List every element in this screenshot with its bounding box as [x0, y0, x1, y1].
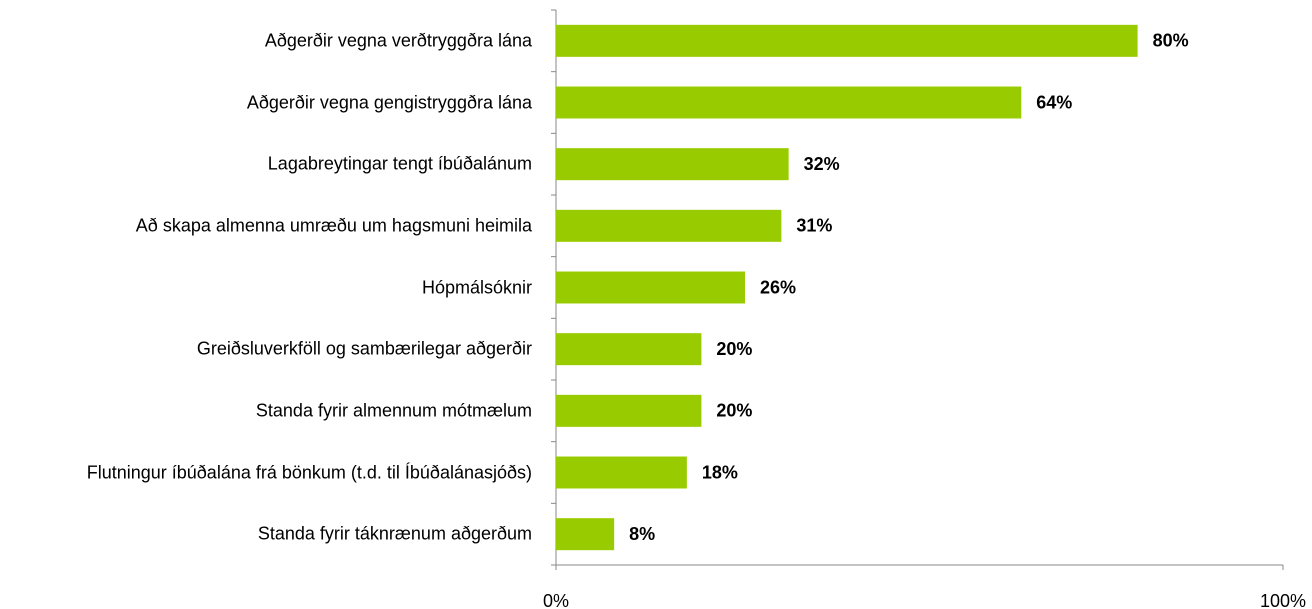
- bar: [556, 148, 789, 181]
- bar: [556, 333, 702, 366]
- x-tick-label: 100%: [1260, 591, 1306, 609]
- category-label: Lagabreytingar tengt íbúðalánum: [267, 153, 532, 174]
- value-label: 31%: [796, 216, 832, 236]
- category-label: Standa fyrir almennum mótmælum: [255, 400, 532, 421]
- category-label: Að skapa almenna umræðu um hagsmuni heim…: [135, 215, 532, 236]
- value-label: 80%: [1153, 31, 1189, 51]
- value-label: 26%: [760, 277, 796, 297]
- bar: [556, 209, 782, 242]
- category-label: Aðgerðir vegna gengistryggðra lána: [246, 92, 532, 112]
- value-label: 20%: [716, 401, 752, 421]
- bar: [556, 456, 687, 489]
- category-label: Hópmálsóknir: [421, 277, 532, 297]
- category-label: Standa fyrir táknrænum aðgerðum: [257, 523, 532, 544]
- x-tick-label: 0%: [543, 591, 569, 609]
- category-label: Aðgerðir vegna verðtryggðra lána: [264, 30, 532, 51]
- value-label: 64%: [1036, 92, 1072, 112]
- bar: [556, 86, 1022, 119]
- bar: [556, 271, 746, 304]
- bar: [556, 518, 615, 551]
- category-label: Greiðsluverkföll og sambærilegar aðgerði…: [196, 338, 532, 359]
- value-label: 8%: [629, 524, 655, 544]
- category-label: Flutningur íbúðalána frá bönkum (t.d. ti…: [86, 462, 532, 482]
- value-label: 18%: [702, 462, 738, 482]
- value-label: 20%: [716, 339, 752, 359]
- bar: [556, 394, 702, 427]
- value-label: 32%: [804, 154, 840, 174]
- bar: [556, 24, 1138, 57]
